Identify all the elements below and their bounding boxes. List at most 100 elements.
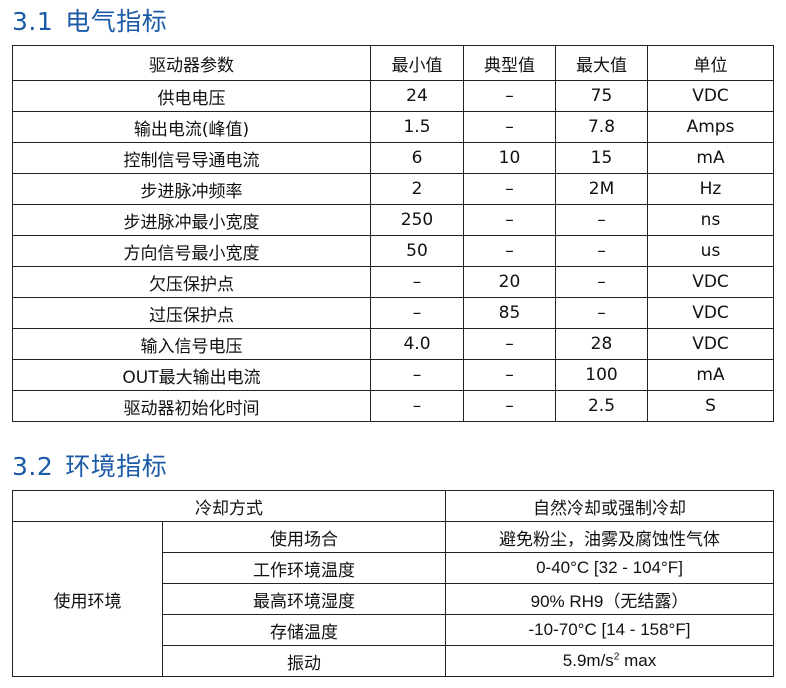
group-label: 使用环境 — [12, 521, 163, 677]
table-row: 控制信号导通电流 6 10 15 mA — [12, 142, 774, 174]
vibration-exponent: 2 — [613, 651, 620, 663]
unit: us — [647, 235, 774, 267]
table-row: 欠压保护点 –20– VDC — [12, 266, 774, 298]
column-header: 最小值 — [370, 45, 464, 81]
param-value: 避免粉尘，油雾及腐蚀性气体 — [445, 521, 774, 553]
vibration-value: 5.9m/s2 max — [445, 645, 774, 677]
cooling-value: 自然冷却或强制冷却 — [445, 490, 774, 522]
max-value: 2M — [555, 173, 648, 205]
column-header: 单位 — [647, 45, 774, 81]
param-label: 工作环境温度 — [162, 552, 446, 584]
max-value: – — [555, 297, 648, 329]
param-value: 90% RH9（无结露） — [445, 583, 774, 615]
min-value: – — [370, 359, 464, 391]
param-name: 方向信号最小宽度 — [12, 235, 371, 267]
param-name: 供电电压 — [12, 80, 371, 112]
unit: VDC — [647, 266, 774, 298]
param-label: 使用场合 — [162, 521, 446, 553]
min-value: 6 — [370, 142, 464, 174]
table-row: 步进脉冲频率 2–2M Hz — [12, 173, 774, 205]
table-row: 使用环境 使用场合 避免粉尘，油雾及腐蚀性气体 — [12, 521, 774, 677]
param-name: 步进脉冲最小宽度 — [12, 204, 371, 236]
unit: mA — [647, 359, 774, 391]
unit: S — [647, 390, 774, 422]
table-row: 供电电压 24–75 VDC — [12, 80, 774, 112]
electrical-specs-table: 驱动器参数 最小值 典型值 最大值 单位 供电电压 24–75 VDC 输出电流(峰值) 1.5–… — [12, 45, 774, 422]
column-header: 驱动器参数 — [12, 45, 371, 81]
param-name: 步进脉冲频率 — [12, 173, 371, 205]
max-value: 15 — [555, 142, 648, 174]
table-row: 冷却方式 自然冷却或强制冷却 — [12, 490, 774, 522]
table-row: 输出电流(峰值) 1.5–7.8 Amps — [12, 111, 774, 143]
min-value: 50 — [370, 235, 464, 267]
environment-specs-table: 冷却方式 自然冷却或强制冷却 使用环境 使用场合 避免粉尘，油雾及腐蚀性气体 工… — [12, 490, 774, 677]
typ-value: 20 — [463, 266, 556, 298]
min-value: – — [370, 390, 464, 422]
typ-value: – — [463, 359, 556, 391]
max-value: 28 — [555, 328, 648, 360]
table-row: 存储温度 -10-70°C [14 - 158°F] — [13, 614, 774, 646]
typ-value: – — [463, 204, 556, 236]
min-value: 4.0 — [370, 328, 464, 360]
typ-value: 10 — [463, 142, 556, 174]
max-value: – — [555, 266, 648, 298]
unit: VDC — [647, 297, 774, 329]
param-label: 存储温度 — [162, 614, 446, 646]
param-value: -10-70°C [14 - 158°F] — [445, 614, 774, 646]
min-value: – — [370, 266, 464, 298]
header-row: 驱动器参数 最小值 典型值 最大值 单位 — [12, 45, 774, 81]
table-row: 过压保护点 –85– VDC — [12, 297, 774, 329]
max-value: 2.5 — [555, 390, 648, 422]
param-label: 最高环境湿度 — [162, 583, 446, 615]
table-row: 方向信号最小宽度 50– – us — [12, 235, 774, 267]
section-heading-environment: 3.2 环境指标 — [12, 447, 167, 483]
table-row: 步进脉冲最小宽度 250– – ns — [12, 204, 774, 236]
param-name: 驱动器初始化时间 — [12, 390, 371, 422]
unit: Amps — [647, 111, 774, 143]
table-row: OUT最大输出电流 – –100 mA — [12, 359, 774, 391]
unit: Hz — [647, 173, 774, 205]
unit: VDC — [647, 80, 774, 112]
max-value: 7.8 — [555, 111, 648, 143]
min-value: – — [370, 297, 464, 329]
cooling-label: 冷却方式 — [12, 490, 446, 522]
param-name: 输入信号电压 — [12, 328, 371, 360]
vibration-number: 5.9m/s — [562, 651, 614, 670]
column-header: 最大值 — [555, 45, 648, 81]
table-row: 工作环境温度 0-40°C [32 - 104°F] — [13, 552, 774, 584]
min-value: 1.5 — [370, 111, 464, 143]
table-row: 输入信号电压 4.0–28 VDC — [12, 328, 774, 360]
unit: VDC — [647, 328, 774, 360]
table-row: 最高环境湿度 90% RH9（无结露） — [13, 583, 774, 615]
typ-value: – — [463, 111, 556, 143]
max-value: – — [555, 204, 648, 236]
max-value: 100 — [555, 359, 648, 391]
table-row: 驱动器初始化时间 – –2.5 S — [12, 390, 774, 422]
section-heading-electrical: 3.1 电气指标 — [12, 2, 167, 38]
typ-value: – — [463, 173, 556, 205]
param-value: 0-40°C [32 - 104°F] — [445, 552, 774, 584]
section-title: 电气指标 — [65, 7, 168, 36]
param-name: 控制信号导通电流 — [12, 142, 371, 174]
max-value: – — [555, 235, 648, 267]
max-value: 75 — [555, 80, 648, 112]
min-value: 2 — [370, 173, 464, 205]
typ-value: 85 — [463, 297, 556, 329]
unit: mA — [647, 142, 774, 174]
typ-value: – — [463, 390, 556, 422]
section-number: 3.2 — [12, 452, 54, 481]
typ-value: – — [463, 328, 556, 360]
unit: ns — [647, 204, 774, 236]
param-name: 欠压保护点 — [12, 266, 371, 298]
vibration-suffix: max — [619, 651, 657, 670]
min-value: 250 — [370, 204, 464, 236]
column-header: 典型值 — [463, 45, 556, 81]
param-name: 输出电流(峰值) — [12, 111, 371, 143]
param-name: OUT最大输出电流 — [12, 359, 371, 391]
param-name: 过压保护点 — [12, 297, 371, 329]
vibration-label: 振动 — [162, 645, 446, 677]
section-title: 环境指标 — [65, 452, 168, 481]
min-value: 24 — [370, 80, 464, 112]
typ-value: – — [463, 235, 556, 267]
section-number: 3.1 — [12, 7, 54, 36]
